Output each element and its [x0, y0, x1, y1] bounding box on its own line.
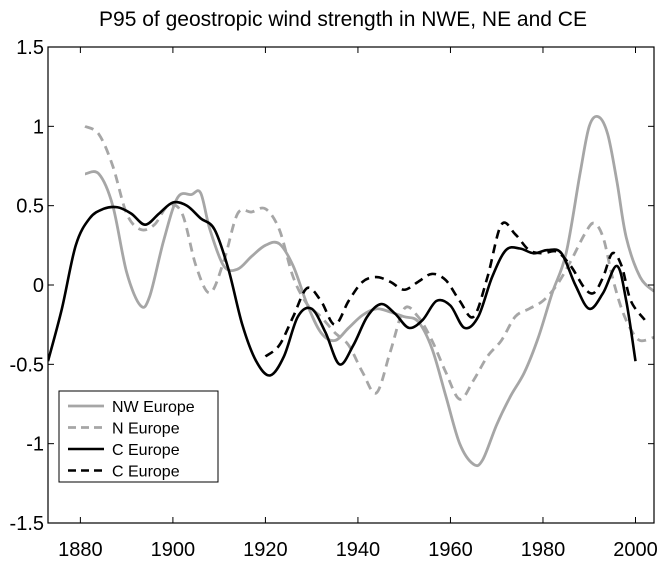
series-line-4	[264, 221, 646, 358]
ticks-layer: 1880 1900 1920 1940 1960 1980 2000 1.5 1 0.5 0 -0.5…	[10, 37, 658, 561]
y-tick-label: -1	[26, 434, 44, 456]
series-line-1	[84, 115, 654, 468]
series-layer	[48, 115, 654, 468]
series-line-3	[48, 200, 637, 377]
y-tick-label: -0.5	[10, 354, 44, 376]
legend-label-1: NW Europe	[112, 399, 195, 416]
x-tick-label: 1960	[428, 539, 473, 561]
legend-label-2: N Europe	[112, 421, 180, 438]
x-tick-label: 1940	[336, 539, 381, 561]
y-tick-label: -1.5	[10, 513, 44, 535]
y-tick-label: 1.5	[16, 37, 44, 59]
y-tick-label: 0.5	[16, 196, 44, 218]
y-tick-label: 1	[33, 116, 44, 138]
x-tick-label: 2000	[613, 539, 658, 561]
y-tick-label: 0	[33, 275, 44, 297]
chart-title: P95 of geostropic wind strength in NWE, …	[99, 8, 587, 31]
x-tick-label: 1980	[521, 539, 566, 561]
legend-label-4: C Europe	[112, 464, 180, 481]
legend-label-3: C Europe	[112, 442, 180, 459]
legend: NW Europe N Europe C Europe C Europe	[58, 390, 219, 483]
x-tick-label: 1880	[58, 539, 103, 561]
x-tick-label: 1900	[151, 539, 196, 561]
x-tick-label: 1920	[243, 539, 288, 561]
series-line-2	[84, 125, 654, 401]
